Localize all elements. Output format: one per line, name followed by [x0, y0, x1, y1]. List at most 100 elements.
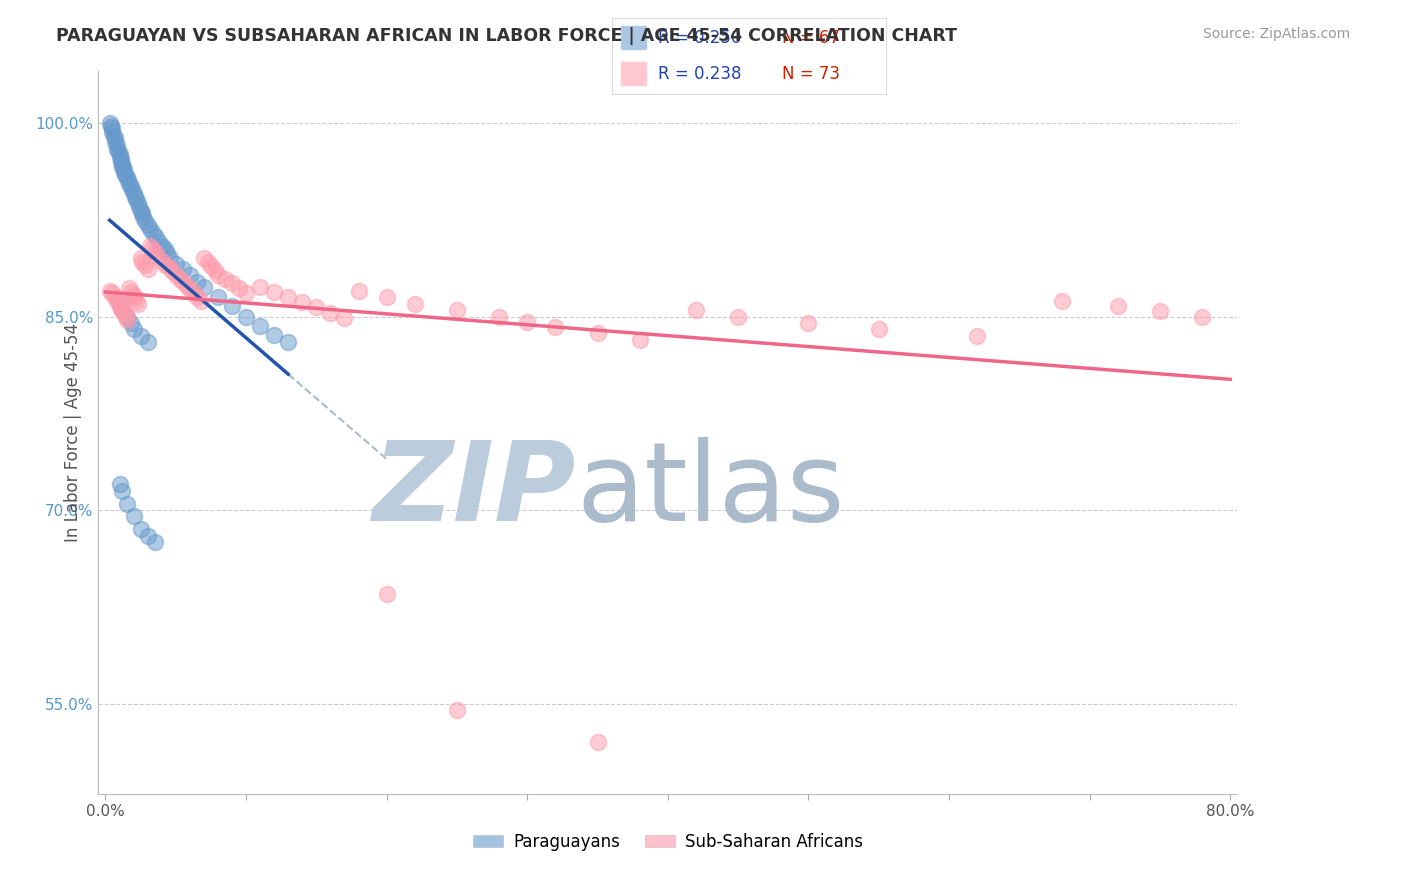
Point — [183, 286, 205, 301]
Point — [120, 285, 142, 299]
Point — [125, 192, 148, 206]
Point — [120, 179, 142, 194]
Point — [179, 282, 201, 296]
Point — [586, 326, 609, 341]
Point — [115, 313, 138, 327]
Point — [122, 290, 145, 304]
Text: R = 0.238: R = 0.238 — [658, 65, 742, 83]
Point — [129, 203, 152, 218]
Point — [131, 206, 153, 220]
Point — [150, 238, 173, 252]
Point — [108, 477, 131, 491]
Point — [110, 152, 132, 166]
Point — [868, 322, 890, 336]
Point — [197, 255, 219, 269]
Point — [117, 173, 139, 187]
Point — [404, 296, 426, 310]
Point — [108, 147, 131, 161]
Point — [121, 183, 143, 197]
Point — [153, 258, 176, 272]
Point — [101, 286, 124, 301]
Point — [122, 322, 145, 336]
Point — [111, 303, 134, 318]
Point — [375, 290, 398, 304]
Point — [249, 280, 271, 294]
Point — [586, 735, 609, 749]
Text: ZIP: ZIP — [373, 437, 576, 544]
Point — [136, 529, 159, 543]
Point — [319, 305, 342, 319]
Point — [305, 301, 328, 315]
Point — [101, 121, 124, 136]
Point — [122, 186, 145, 200]
Point — [112, 162, 135, 177]
Point — [446, 303, 468, 318]
Text: N = 67: N = 67 — [782, 29, 839, 46]
Point — [108, 149, 131, 163]
Point — [108, 296, 131, 310]
Point — [111, 157, 134, 171]
Point — [139, 238, 162, 252]
Point — [105, 137, 128, 152]
Point — [132, 210, 155, 224]
Point — [145, 229, 167, 244]
Point — [207, 268, 229, 283]
Point — [136, 218, 159, 232]
Point — [118, 281, 141, 295]
Point — [148, 235, 170, 249]
Point — [516, 315, 538, 329]
Point — [141, 243, 163, 257]
Point — [966, 329, 988, 343]
Y-axis label: In Labor Force | Age 45-54: In Labor Force | Age 45-54 — [63, 323, 82, 542]
Point — [446, 703, 468, 717]
Point — [111, 303, 134, 318]
Point — [98, 116, 121, 130]
Point — [200, 259, 222, 273]
Point — [333, 310, 356, 325]
Point — [727, 310, 749, 324]
Point — [193, 252, 215, 266]
FancyBboxPatch shape — [620, 26, 647, 51]
Point — [103, 128, 125, 143]
Point — [115, 497, 138, 511]
Point — [134, 258, 156, 272]
Point — [1107, 299, 1129, 313]
Text: Source: ZipAtlas.com: Source: ZipAtlas.com — [1202, 27, 1350, 41]
Point — [131, 255, 153, 269]
Point — [105, 293, 128, 308]
Point — [179, 268, 201, 283]
Point — [111, 483, 134, 498]
Point — [488, 310, 510, 324]
Point — [112, 165, 135, 179]
Text: N = 73: N = 73 — [782, 65, 839, 83]
Point — [115, 310, 138, 324]
Point — [143, 535, 166, 549]
Point — [114, 168, 136, 182]
Point — [207, 290, 229, 304]
Point — [186, 290, 208, 304]
Point — [347, 284, 370, 298]
Point — [115, 170, 138, 185]
Point — [124, 189, 146, 203]
Point — [375, 587, 398, 601]
Point — [142, 226, 165, 240]
Point — [110, 154, 132, 169]
Point — [107, 145, 129, 159]
Point — [100, 119, 122, 133]
Point — [291, 295, 314, 310]
Point — [277, 290, 299, 304]
Point — [160, 264, 183, 278]
Point — [125, 293, 148, 308]
Point — [221, 299, 243, 313]
Point — [98, 284, 121, 298]
Point — [101, 125, 124, 139]
Point — [628, 333, 651, 347]
Point — [204, 263, 226, 277]
Point — [120, 316, 142, 330]
Point — [1191, 310, 1213, 324]
Text: atlas: atlas — [576, 437, 845, 544]
Point — [228, 281, 250, 295]
Point — [134, 214, 156, 228]
Point — [118, 177, 141, 191]
Point — [136, 335, 159, 350]
